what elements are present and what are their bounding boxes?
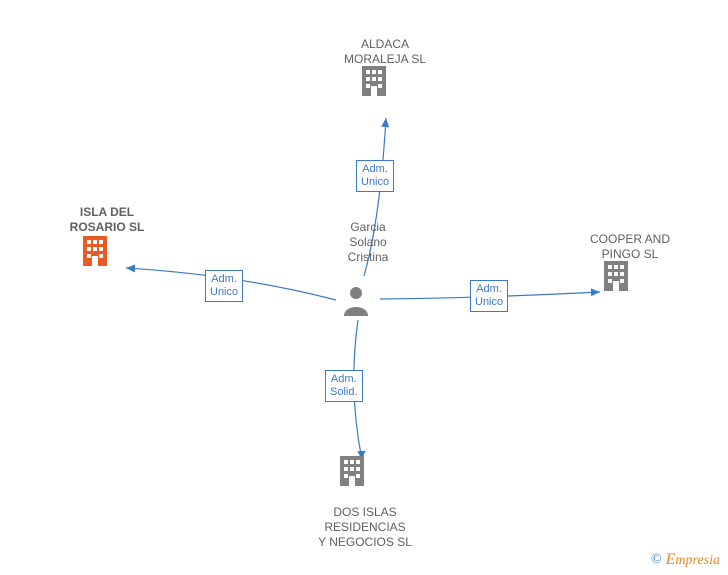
copyright-symbol: © [651, 552, 662, 568]
edge-arrowhead [591, 288, 600, 296]
node-label-left: ISLA DEL ROSARIO SL [62, 205, 152, 235]
edge-label-top: Adm. Unico [356, 160, 394, 192]
building-node-bottom [336, 454, 368, 491]
node-label-top: ALDACA MORALEJA SL [330, 37, 440, 67]
building-icon [336, 454, 368, 486]
building-node-left [79, 234, 111, 271]
edge-label-bottom: Adm. Solid. [325, 370, 363, 402]
building-node-right [600, 259, 632, 296]
node-label-bottom: DOS ISLAS RESIDENCIAS Y NEGOCIOS SL [315, 505, 415, 550]
edge-arrowhead [381, 118, 390, 128]
footer-credit: © Empresia [651, 551, 720, 569]
person-icon [340, 284, 372, 316]
building-icon [600, 259, 632, 291]
edge-label-left: Adm. Unico [205, 270, 243, 302]
edge-arrowhead [126, 264, 135, 272]
node-label-right: COOPER AND PINGO SL [580, 232, 680, 262]
building-node-top [358, 64, 390, 101]
building-icon [358, 64, 390, 96]
brand-name: Empresia [666, 551, 720, 569]
center-person [340, 284, 372, 321]
edge-label-right: Adm. Unico [470, 280, 508, 312]
center-label: Garcia Solano Cristina [338, 220, 398, 265]
building-icon [79, 234, 111, 266]
